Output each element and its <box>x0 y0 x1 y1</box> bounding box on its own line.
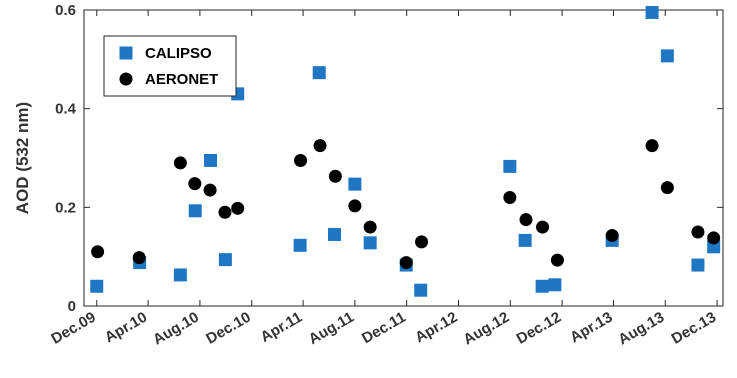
aeronet-point <box>645 139 659 153</box>
aeronet-point <box>707 231 721 245</box>
calipso-point <box>645 5 659 19</box>
calipso-point <box>535 279 549 293</box>
aeronet-point <box>173 156 187 170</box>
x-tick-label: Apr.13 <box>567 309 615 347</box>
calipso-point <box>548 278 562 292</box>
x-tick-label: Apr.12 <box>412 309 460 347</box>
legend-box <box>103 35 237 97</box>
calipso-point <box>328 227 342 241</box>
aeronet-point <box>313 139 327 153</box>
aeronet-point <box>218 205 232 219</box>
aeronet-point <box>503 190 517 204</box>
y-axis-title: AOD (532 nm) <box>13 102 32 214</box>
x-tick-label: Dec.13 <box>669 309 719 348</box>
calipso-point <box>218 253 232 267</box>
x-tick-label: Dec.10 <box>203 309 253 348</box>
aeronet-point <box>188 177 202 191</box>
aeronet-point <box>363 220 377 234</box>
aeronet-point <box>348 199 362 213</box>
legend-marker-aeronet <box>119 72 133 86</box>
calipso-point <box>348 177 362 191</box>
aeronet-point <box>132 251 146 265</box>
legend-entry-aeronet: AERONET <box>119 71 218 88</box>
aeronet-point <box>399 256 413 270</box>
calipso-point <box>518 233 532 247</box>
y-tick-label: 0.6 <box>55 2 76 19</box>
y-tick-label: 0 <box>68 298 76 315</box>
x-tick-label: Aug.13 <box>615 309 667 349</box>
legend-entry-calipso: CALIPSO <box>119 45 212 62</box>
x-tick-label: Apr.10 <box>102 309 150 347</box>
legend-label-calipso: CALIPSO <box>145 45 212 62</box>
y-tick-label: 0.4 <box>55 101 77 118</box>
aeronet-point <box>519 213 533 227</box>
aeronet-point <box>415 235 429 249</box>
series-layer <box>90 5 721 297</box>
calipso-point <box>414 283 428 297</box>
calipso-point <box>503 159 517 173</box>
legend-marker-calipso <box>119 46 133 60</box>
calipso-point <box>90 279 104 293</box>
aeronet-point <box>536 220 550 234</box>
calipso-point <box>173 268 187 282</box>
calipso-point <box>660 49 674 63</box>
x-tick-label: Aug.12 <box>460 309 512 349</box>
aeronet-point <box>294 153 308 167</box>
legend: CALIPSO AERONET <box>103 35 237 97</box>
calipso-point <box>188 204 202 218</box>
x-tick-label: Dec.11 <box>359 309 409 347</box>
calipso-point <box>293 238 307 252</box>
y-tick-label: 0.2 <box>55 199 76 216</box>
aeronet-point <box>550 253 564 267</box>
x-tick-label: Apr.11 <box>258 309 305 346</box>
aeronet-point <box>328 169 342 183</box>
aeronet-point <box>231 201 245 215</box>
calipso-point <box>363 236 377 250</box>
calipso-point <box>691 258 705 272</box>
calipso-point <box>312 66 326 80</box>
series-aeronet <box>91 139 721 270</box>
calipso-point <box>204 153 218 167</box>
aeronet-point <box>691 225 705 239</box>
legend-label-aeronet: AERONET <box>145 71 218 88</box>
aeronet-point <box>660 181 674 195</box>
calipso-point <box>707 240 721 254</box>
aeronet-point <box>91 245 105 259</box>
x-tick-label: Dec.12 <box>514 309 564 348</box>
x-tick-label: Aug.11 <box>306 309 357 348</box>
aeronet-point <box>203 183 217 197</box>
aeronet-point <box>605 228 619 242</box>
x-tick-label: Aug.10 <box>150 309 202 349</box>
